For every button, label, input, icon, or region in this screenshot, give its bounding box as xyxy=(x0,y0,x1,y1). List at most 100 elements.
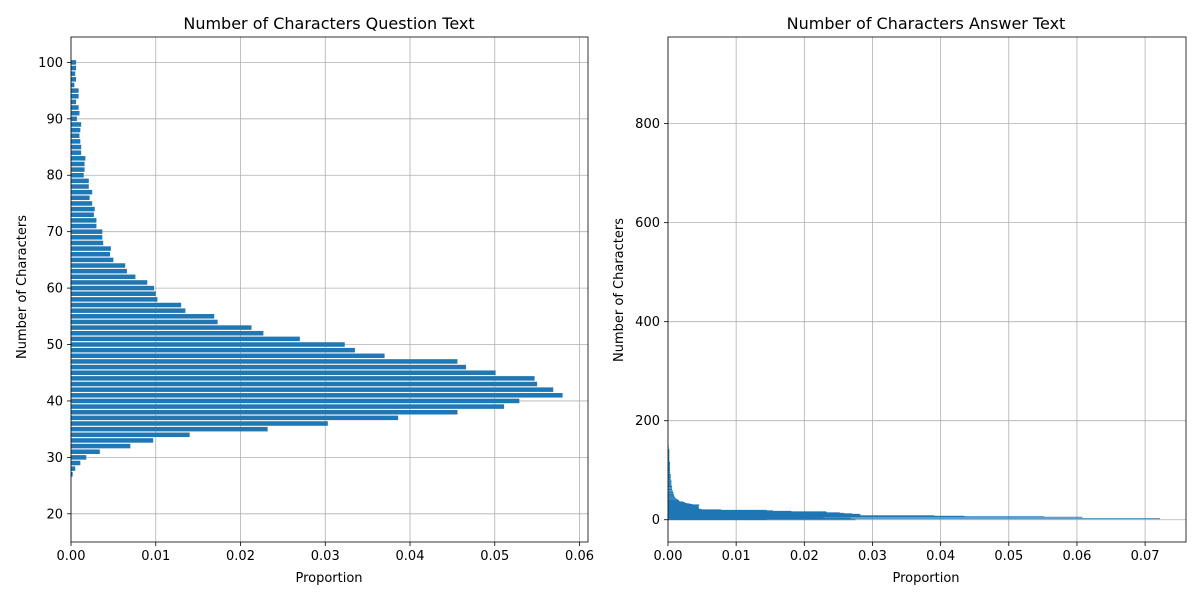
answer-bar xyxy=(668,511,827,513)
answer-x-tick-label: 0.03 xyxy=(858,549,887,564)
question-bar xyxy=(71,319,218,325)
question-bar xyxy=(71,110,80,116)
question-bar xyxy=(71,364,466,370)
answer-bar xyxy=(668,511,827,513)
answer-bar xyxy=(668,516,1083,518)
answer-bar xyxy=(668,459,670,462)
question-bar xyxy=(71,404,505,409)
question-bar xyxy=(71,150,82,155)
answer-bar xyxy=(668,510,773,512)
answer-bar xyxy=(668,471,671,474)
question-bar xyxy=(71,60,77,65)
answer-x-tick-label: 0.00 xyxy=(654,549,683,564)
answer-bar xyxy=(668,504,700,506)
question-y-tick-label: 70 xyxy=(46,225,63,240)
question-bar xyxy=(71,257,114,263)
answer-bar xyxy=(668,508,702,510)
answer-bar xyxy=(668,517,851,519)
answer-bar xyxy=(668,474,671,477)
question-bar xyxy=(71,314,215,319)
answer-bar xyxy=(668,503,690,505)
answer-bar xyxy=(668,506,699,508)
answer-text-chart: Number of Characters Answer Text Proport… xyxy=(612,14,1187,586)
answer-bar xyxy=(668,500,680,502)
answer-bar xyxy=(668,464,671,467)
answer-bar xyxy=(668,488,673,491)
question-bar xyxy=(71,77,77,82)
question-bar xyxy=(71,376,535,381)
answer-x-tick-label: 0.05 xyxy=(994,549,1023,564)
answer-axes-frame xyxy=(667,36,1187,543)
question-bar xyxy=(71,206,95,212)
question-bar xyxy=(71,223,97,229)
question-bar xyxy=(71,246,111,251)
answer-y-ticks: 0 200 400 600 800 xyxy=(635,117,668,528)
question-bar xyxy=(71,466,76,471)
question-bar xyxy=(71,189,93,195)
answer-bar xyxy=(668,485,673,488)
answer-bar xyxy=(668,484,672,486)
question-bar xyxy=(71,432,190,438)
question-x-tick-label: 0.02 xyxy=(226,549,255,564)
question-x-tick-label: 0.00 xyxy=(57,549,86,564)
answer-bar xyxy=(668,510,792,512)
question-text-chart: Number of Characters Question Text Propo… xyxy=(15,14,594,586)
answer-bar xyxy=(668,469,671,472)
answer-bar xyxy=(668,493,674,495)
question-bar xyxy=(71,184,89,189)
answer-bar xyxy=(668,494,675,496)
question-bar xyxy=(71,455,87,460)
question-y-tick-label: 60 xyxy=(46,282,63,297)
answer-bar xyxy=(668,518,767,520)
answer-bar xyxy=(668,478,671,481)
answer-bar xyxy=(668,506,699,508)
question-bar xyxy=(71,359,458,364)
answer-bar xyxy=(668,466,671,469)
answer-bar xyxy=(668,487,673,489)
question-bar xyxy=(71,381,538,387)
question-bar xyxy=(71,325,252,330)
question-axes-frame xyxy=(70,36,589,543)
question-bar xyxy=(71,426,268,432)
answer-x-ticks: 0.00 0.01 0.02 0.03 0.04 0.05 0.06 0.07 xyxy=(654,542,1160,564)
answer-y-tick-label: 600 xyxy=(635,216,660,231)
answer-bar xyxy=(668,505,699,507)
question-x-axis-label: Proportion xyxy=(295,571,362,586)
question-bar xyxy=(71,82,75,88)
answer-bar xyxy=(668,513,860,515)
answer-bars xyxy=(668,445,1161,521)
answer-bar xyxy=(668,490,673,492)
answer-y-axis-label: Number of Characters xyxy=(612,218,627,362)
answer-bar xyxy=(668,504,699,506)
question-x-tick-label: 0.01 xyxy=(141,549,170,564)
answer-bar xyxy=(668,518,1161,520)
question-bar xyxy=(71,139,81,144)
question-x-tick-label: 0.06 xyxy=(565,549,594,564)
question-bar xyxy=(71,133,80,138)
answer-bar xyxy=(668,497,676,499)
answer-y-tick-label: 0 xyxy=(652,513,660,528)
answer-bar xyxy=(668,456,670,459)
question-bar xyxy=(71,409,458,415)
question-x-tick-label: 0.05 xyxy=(480,549,509,564)
answer-bar xyxy=(668,509,767,511)
answer-bar xyxy=(668,491,674,494)
question-bar xyxy=(71,398,520,404)
question-bar xyxy=(71,218,97,223)
question-bar xyxy=(71,443,131,449)
answer-x-axis-label: Proportion xyxy=(892,571,959,586)
question-y-tick-label: 30 xyxy=(46,451,63,466)
answer-bar xyxy=(668,461,671,464)
answer-bar xyxy=(668,508,700,510)
question-bar xyxy=(71,212,94,217)
question-y-tick-label: 100 xyxy=(38,56,63,71)
answer-bar xyxy=(668,501,683,503)
question-bar xyxy=(71,156,86,161)
question-y-tick-label: 20 xyxy=(46,507,63,522)
question-bar xyxy=(71,438,154,443)
answer-chart-title: Number of Characters Answer Text xyxy=(787,14,1066,33)
question-bar xyxy=(71,167,85,172)
question-bar xyxy=(71,387,554,392)
answer-bar xyxy=(668,476,671,479)
